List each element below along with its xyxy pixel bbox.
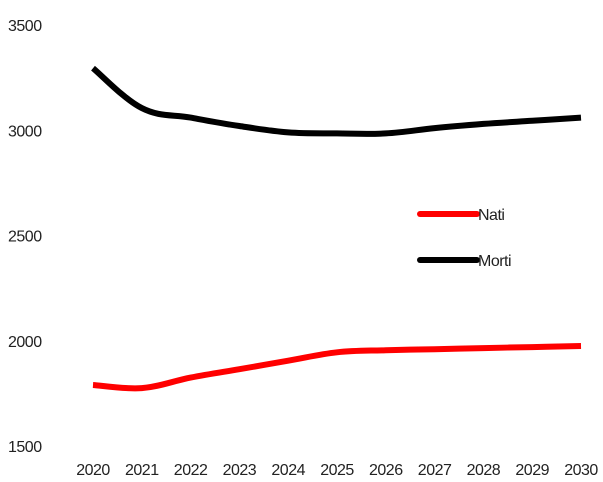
legend-label: Morti [478, 253, 511, 270]
series-line-nati [92, 343, 582, 392]
x-tick-label: 2024 [271, 462, 305, 479]
legend: Nati Morti [417, 207, 512, 270]
x-tick-label: 2021 [125, 462, 159, 479]
y-tick-label: 2500 [8, 229, 42, 246]
legend-item-nati: Nati [417, 207, 505, 224]
series-line-morti [91, 65, 582, 137]
y-tick-label: 2000 [8, 334, 42, 351]
x-tick-label: 2028 [467, 462, 501, 479]
y-axis-tick-labels: 1500 2000 2500 3000 3500 [8, 18, 43, 456]
x-tick-label: 2026 [369, 462, 403, 479]
y-tick-label: 1500 [8, 439, 42, 456]
x-tick-label: 2022 [174, 462, 208, 479]
x-tick-label: 2030 [564, 462, 598, 479]
x-tick-label: 2020 [76, 462, 110, 479]
y-tick-label: 3000 [8, 123, 42, 140]
x-axis-tick-labels: 2020 2021 2022 2023 2024 2025 2026 2027 2028 2029… [76, 462, 599, 479]
series-lines [91, 65, 582, 392]
x-tick-label: 2025 [320, 462, 354, 479]
legend-item-morti: Morti [417, 253, 512, 270]
x-tick-label: 2027 [418, 462, 452, 479]
legend-label: Nati [478, 207, 504, 224]
x-tick-label: 2023 [223, 462, 257, 479]
x-tick-label: 2029 [515, 462, 549, 479]
y-tick-label: 3500 [8, 18, 42, 35]
